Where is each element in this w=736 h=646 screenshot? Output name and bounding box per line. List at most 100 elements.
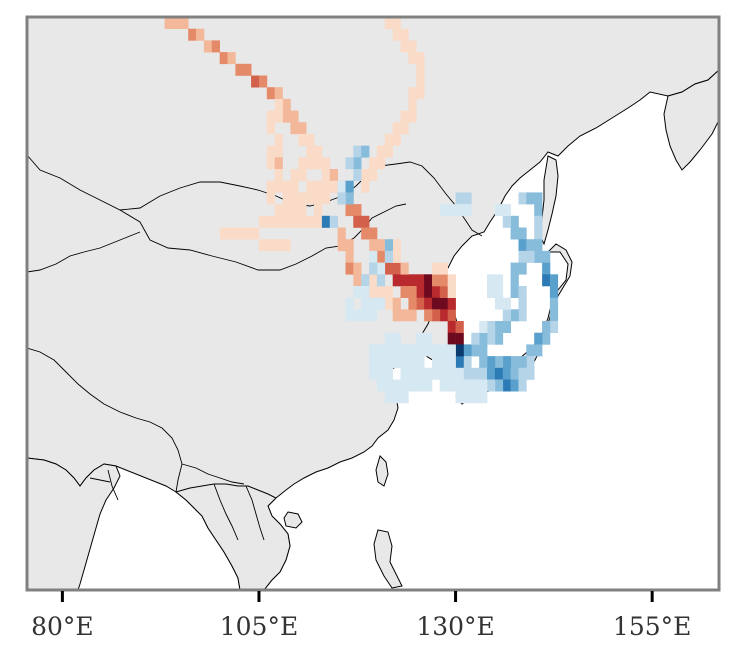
positive-anomaly-cell xyxy=(408,309,417,322)
negative-anomaly-cell xyxy=(353,309,362,322)
negative-anomaly-cell xyxy=(518,379,527,392)
land-kamchatka xyxy=(663,69,719,171)
positive-anomaly-cell xyxy=(306,145,315,158)
negative-anomaly-cell xyxy=(518,250,527,263)
positive-anomaly-cell xyxy=(298,169,307,181)
negative-anomaly-cell xyxy=(455,367,464,380)
negative-anomaly-cell xyxy=(361,274,370,287)
negative-anomaly-cell xyxy=(432,356,441,369)
negative-anomaly-cell xyxy=(447,367,456,380)
negative-anomaly-cell xyxy=(400,391,409,404)
negative-anomaly-cell xyxy=(487,286,496,298)
positive-anomaly-cell xyxy=(282,215,291,228)
positive-anomaly-cell xyxy=(400,122,409,135)
negative-anomaly-cell xyxy=(384,367,393,380)
positive-anomaly-cell xyxy=(369,227,378,240)
x-tick-label: 130°E xyxy=(416,612,494,641)
negative-anomaly-cell xyxy=(400,379,409,392)
negative-anomaly-cell xyxy=(321,215,331,228)
negative-anomaly-cell xyxy=(447,204,456,217)
positive-anomaly-cell xyxy=(266,215,275,228)
negative-anomaly-cell xyxy=(447,379,456,392)
positive-anomaly-cell xyxy=(298,215,307,228)
positive-anomaly-cell xyxy=(432,262,441,275)
negative-anomaly-cell xyxy=(502,297,511,310)
negative-anomaly-cell xyxy=(494,379,504,392)
positive-anomaly-cell xyxy=(447,297,456,310)
positive-anomaly-cell xyxy=(408,274,417,287)
negative-anomaly-cell xyxy=(384,239,393,252)
negative-anomaly-cell xyxy=(408,367,417,380)
negative-anomaly-cell xyxy=(487,321,496,333)
negative-anomaly-cell xyxy=(510,274,519,287)
negative-anomaly-cell xyxy=(518,239,527,252)
negative-anomaly-cell xyxy=(361,297,370,310)
positive-anomaly-cell xyxy=(298,204,307,217)
positive-anomaly-cell xyxy=(400,110,409,123)
negative-anomaly-cell xyxy=(400,344,409,357)
positive-anomaly-cell xyxy=(392,297,401,310)
negative-anomaly-cell xyxy=(471,344,480,357)
positive-anomaly-cell xyxy=(400,40,409,53)
positive-anomaly-cell xyxy=(298,133,307,146)
positive-anomaly-cell xyxy=(266,180,275,193)
positive-anomaly-cell xyxy=(274,145,283,158)
negative-anomaly-cell xyxy=(369,309,378,322)
positive-anomaly-cell xyxy=(290,180,299,193)
negative-anomaly-cell xyxy=(526,250,535,263)
positive-anomaly-cell xyxy=(392,28,401,41)
positive-anomaly-cell xyxy=(164,17,173,18)
positive-anomaly-cell xyxy=(274,169,283,181)
positive-anomaly-cell xyxy=(416,75,425,88)
positive-anomaly-cell xyxy=(345,250,354,263)
negative-anomaly-cell xyxy=(416,332,425,345)
positive-anomaly-cell xyxy=(408,297,417,310)
negative-anomaly-cell xyxy=(494,356,504,369)
negative-anomaly-cell xyxy=(376,344,386,357)
positive-anomaly-cell xyxy=(314,215,323,228)
positive-anomaly-cell xyxy=(306,192,315,205)
positive-anomaly-cell xyxy=(361,227,370,240)
positive-anomaly-cell xyxy=(400,274,409,287)
negative-anomaly-cell xyxy=(549,297,559,310)
positive-anomaly-cell xyxy=(266,192,275,205)
negative-anomaly-cell xyxy=(463,391,472,404)
positive-anomaly-cell xyxy=(424,274,433,287)
positive-anomaly-cell xyxy=(392,250,401,263)
positive-anomaly-cell xyxy=(266,157,275,170)
positive-anomaly-cell xyxy=(416,274,425,287)
negative-anomaly-cell xyxy=(534,192,543,205)
negative-anomaly-cell xyxy=(526,367,535,380)
negative-anomaly-cell xyxy=(447,344,456,357)
negative-anomaly-cell xyxy=(384,356,393,369)
negative-anomaly-cell xyxy=(337,180,346,193)
positive-anomaly-cell xyxy=(376,145,386,158)
positive-anomaly-cell xyxy=(439,309,448,322)
positive-anomaly-cell xyxy=(211,40,220,53)
negative-anomaly-cell xyxy=(479,379,488,392)
positive-anomaly-cell xyxy=(439,297,448,310)
negative-anomaly-cells xyxy=(321,145,559,404)
land-philippines xyxy=(373,529,403,589)
positive-anomaly-cell xyxy=(259,215,268,228)
land-taiwan xyxy=(375,455,389,487)
positive-anomaly-cell xyxy=(416,63,425,76)
positive-anomaly-cell xyxy=(243,227,252,240)
negative-anomaly-cell xyxy=(463,379,472,392)
negative-anomaly-cell xyxy=(510,262,519,275)
negative-anomaly-cell xyxy=(534,227,543,240)
positive-anomaly-cell xyxy=(219,227,228,240)
negative-anomaly-cell xyxy=(424,367,433,380)
positive-anomaly-cell xyxy=(337,239,346,252)
negative-anomaly-cell xyxy=(400,367,409,380)
negative-anomaly-cell xyxy=(510,367,519,380)
negative-anomaly-cell xyxy=(345,157,354,170)
positive-anomaly-cell xyxy=(369,274,378,287)
positive-anomaly-cell xyxy=(172,17,181,18)
positive-anomaly-cell xyxy=(266,145,275,158)
negative-anomaly-cell xyxy=(534,332,543,345)
negative-anomaly-cell xyxy=(384,332,393,345)
negative-anomaly-cell xyxy=(510,215,519,228)
negative-anomaly-cell xyxy=(463,192,472,205)
positive-anomaly-cell xyxy=(259,75,268,88)
